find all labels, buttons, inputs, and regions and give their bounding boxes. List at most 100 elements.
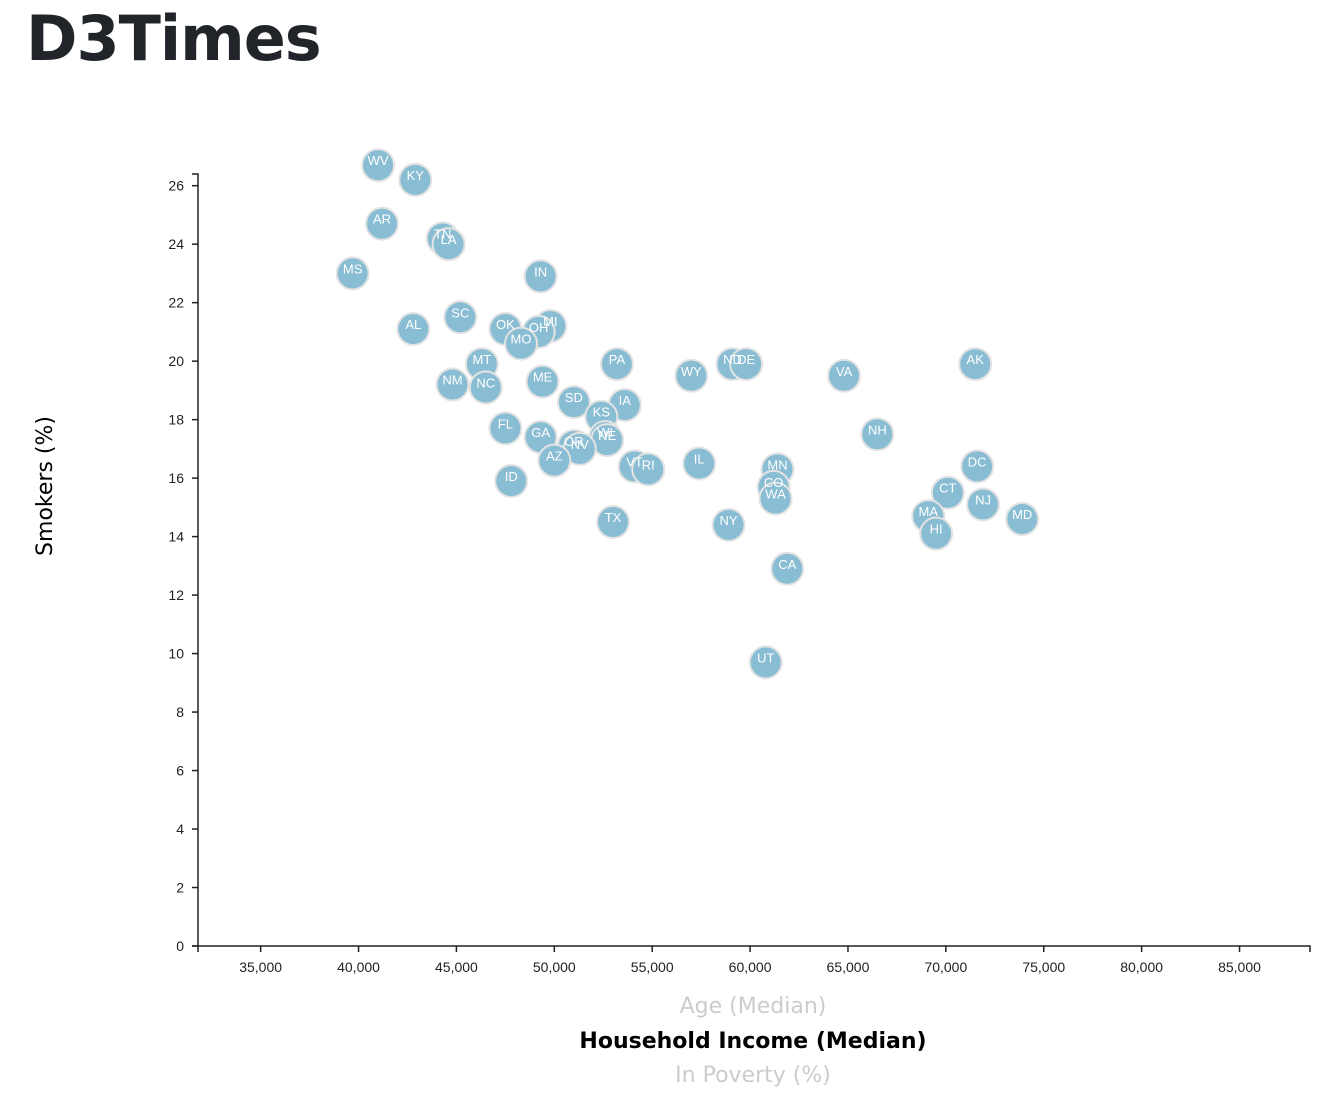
state-label-ma: MA xyxy=(918,504,938,519)
state-label-al: AL xyxy=(405,317,421,332)
state-point-ms[interactable] xyxy=(335,256,370,291)
state-label-nc: NC xyxy=(476,375,495,390)
state-label-ri: RI xyxy=(642,457,655,472)
y-axis-label[interactable]: Smokers (%) xyxy=(33,416,58,556)
x-axis-option-income[interactable]: Household Income (Median) xyxy=(579,1029,926,1054)
state-point-me[interactable] xyxy=(525,364,560,399)
state-point-tx[interactable] xyxy=(596,504,631,539)
state-point-wv[interactable] xyxy=(361,148,396,183)
state-label-ks: KS xyxy=(593,405,611,420)
y-tick-label: 6 xyxy=(176,763,184,779)
state-point-in[interactable] xyxy=(523,259,558,294)
x-tick-label: 65,000 xyxy=(827,959,870,975)
x-axis-option-age[interactable]: Age (Median) xyxy=(680,994,827,1019)
state-point-az[interactable] xyxy=(537,443,572,478)
y-tick-label: 4 xyxy=(176,821,184,837)
page-title: D3Times xyxy=(26,2,322,75)
x-tick-label: 50,000 xyxy=(533,959,576,975)
state-label-ky: KY xyxy=(407,168,425,183)
state-point-va[interactable] xyxy=(827,358,862,393)
state-point-wy[interactable] xyxy=(674,358,709,393)
state-point-ak[interactable] xyxy=(958,347,993,382)
state-point-md[interactable] xyxy=(1005,502,1040,537)
state-point-ky[interactable] xyxy=(398,162,433,197)
state-label-il: IL xyxy=(694,452,705,467)
x-axis-line xyxy=(197,945,1311,952)
x-tick-label: 55,000 xyxy=(631,959,674,975)
state-point-dc[interactable] xyxy=(960,449,995,484)
state-label-tn: TN xyxy=(434,226,451,241)
state-point-wa[interactable] xyxy=(758,481,793,516)
x-tick-label: 75,000 xyxy=(1022,959,1065,975)
y-tick-label: 20 xyxy=(168,353,184,369)
y-tick-label: 12 xyxy=(168,587,184,603)
x-tick-label: 80,000 xyxy=(1120,959,1163,975)
y-tick-label: 14 xyxy=(168,529,184,545)
state-label-wa: WA xyxy=(765,487,786,502)
state-label-ne: NE xyxy=(598,428,616,443)
y-axis-line xyxy=(192,173,199,947)
state-label-mn: MN xyxy=(767,457,787,472)
state-point-sc[interactable] xyxy=(443,300,478,335)
state-label-mt: MT xyxy=(472,352,491,367)
state-point-nc[interactable] xyxy=(468,370,503,405)
state-label-nj: NJ xyxy=(975,492,991,507)
y-tick-label: 26 xyxy=(168,178,184,194)
x-tick-label: 40,000 xyxy=(337,959,380,975)
state-point-nh[interactable] xyxy=(860,417,895,452)
state-point-ut[interactable] xyxy=(748,645,783,680)
state-point-sd[interactable] xyxy=(556,385,591,420)
x-tick-label: 60,000 xyxy=(729,959,772,975)
state-label-az: AZ xyxy=(546,449,563,464)
state-label-fl: FL xyxy=(498,416,513,431)
y-tick-label: 8 xyxy=(176,704,184,720)
state-point-la[interactable] xyxy=(431,227,466,262)
state-point-il[interactable] xyxy=(682,446,717,481)
state-label-ga: GA xyxy=(531,425,550,440)
state-point-nm[interactable] xyxy=(435,367,470,402)
state-label-ar: AR xyxy=(373,212,391,227)
state-label-md: MD xyxy=(1012,507,1032,522)
state-point-mo[interactable] xyxy=(504,326,539,361)
state-label-mi: MI xyxy=(543,314,557,329)
state-label-id: ID xyxy=(505,469,518,484)
state-point-de[interactable] xyxy=(729,347,764,382)
state-label-la: LA xyxy=(441,232,457,247)
state-label-ms: MS xyxy=(343,261,363,276)
state-label-sc: SC xyxy=(451,305,469,320)
state-label-ct: CT xyxy=(939,481,956,496)
state-label-in: IN xyxy=(534,264,547,279)
state-point-nj[interactable] xyxy=(966,487,1001,522)
y-tick-label: 16 xyxy=(168,470,184,486)
state-label-nm: NM xyxy=(442,373,462,388)
x-axis-option-poverty[interactable]: In Poverty (%) xyxy=(675,1063,831,1088)
state-point-hi[interactable] xyxy=(919,516,954,551)
y-tick-label: 18 xyxy=(168,412,184,428)
x-tick-label: 35,000 xyxy=(239,959,282,975)
y-tick-label: 2 xyxy=(176,880,184,896)
state-point-ny[interactable] xyxy=(711,507,746,542)
state-label-ca: CA xyxy=(778,557,796,572)
state-label-or: OR xyxy=(564,434,584,449)
state-label-ny: NY xyxy=(720,513,738,528)
state-label-nv: NV xyxy=(571,437,589,452)
state-point-ca[interactable] xyxy=(770,551,805,586)
state-point-pa[interactable] xyxy=(599,347,634,382)
state-label-wi: WI xyxy=(597,425,613,440)
state-point-ar[interactable] xyxy=(365,206,400,241)
state-point-al[interactable] xyxy=(396,311,431,346)
state-point-id[interactable] xyxy=(494,464,529,499)
state-label-ut: UT xyxy=(757,650,774,665)
state-label-vt: VT xyxy=(626,454,643,469)
state-label-sd: SD xyxy=(565,390,583,405)
state-label-oh: OH xyxy=(529,320,549,335)
state-point-ct[interactable] xyxy=(930,475,965,510)
state-point-fl[interactable] xyxy=(488,411,523,446)
state-label-ok: OK xyxy=(496,317,515,332)
state-label-hi: HI xyxy=(930,522,943,537)
state-label-wv: WV xyxy=(368,153,389,168)
state-point-ri[interactable] xyxy=(631,452,666,487)
